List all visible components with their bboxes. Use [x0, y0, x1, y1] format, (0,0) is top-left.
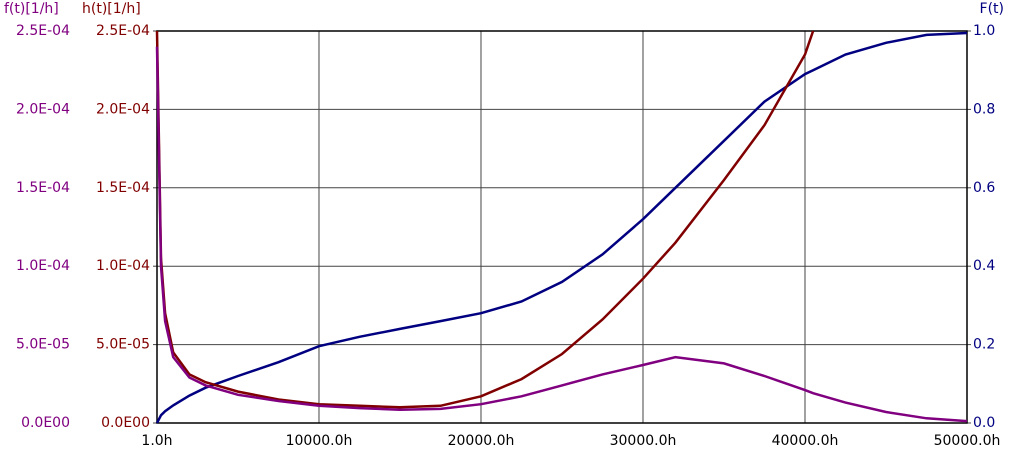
series-line — [155, 30, 815, 409]
F-tick-label: 0.8 — [973, 101, 995, 117]
x-tick-label: 40000.0h — [772, 433, 839, 449]
x-tick-label: 1.0h — [141, 433, 172, 449]
h-tick-label: 2.5E-04 — [96, 23, 150, 39]
f-tick-label: 0.0E00 — [21, 415, 70, 431]
h-axis-title: h(t)[1/h] — [82, 1, 141, 17]
h-tick-label: 5.0E-05 — [96, 337, 150, 353]
f-tick-label: 5.0E-05 — [16, 337, 70, 353]
series-line — [155, 31, 968, 424]
x-tick-label: 50000.0h — [934, 433, 1001, 449]
F-tick-label: 1.0 — [973, 23, 995, 39]
h-tick-label: 2.0E-04 — [96, 101, 150, 117]
h-tick-label: 1.5E-04 — [96, 180, 150, 196]
f-axis-title: f(t)[1/h] — [4, 1, 59, 17]
F-tick-label: 0.4 — [973, 258, 995, 274]
x-tick-label: 30000.0h — [610, 433, 677, 449]
series-line — [155, 46, 968, 423]
x-tick-label: 10000.0h — [286, 433, 353, 449]
plot-frame — [156, 30, 968, 424]
f-tick-label: 2.5E-04 — [16, 23, 70, 39]
f-tick-label: 1.5E-04 — [16, 180, 70, 196]
h-tick-label: 0.0E00 — [101, 415, 150, 431]
F-tick-label: 0.0 — [973, 415, 995, 431]
h-tick-label: 1.0E-04 — [96, 258, 150, 274]
F-tick-label: 0.2 — [973, 337, 995, 353]
F-axis-title: F(t) — [980, 1, 1004, 17]
f-tick-label: 1.0E-04 — [16, 258, 70, 274]
x-tick-label: 20000.0h — [448, 433, 515, 449]
F-tick-label: 0.6 — [973, 180, 995, 196]
f-tick-label: 2.0E-04 — [16, 101, 70, 117]
